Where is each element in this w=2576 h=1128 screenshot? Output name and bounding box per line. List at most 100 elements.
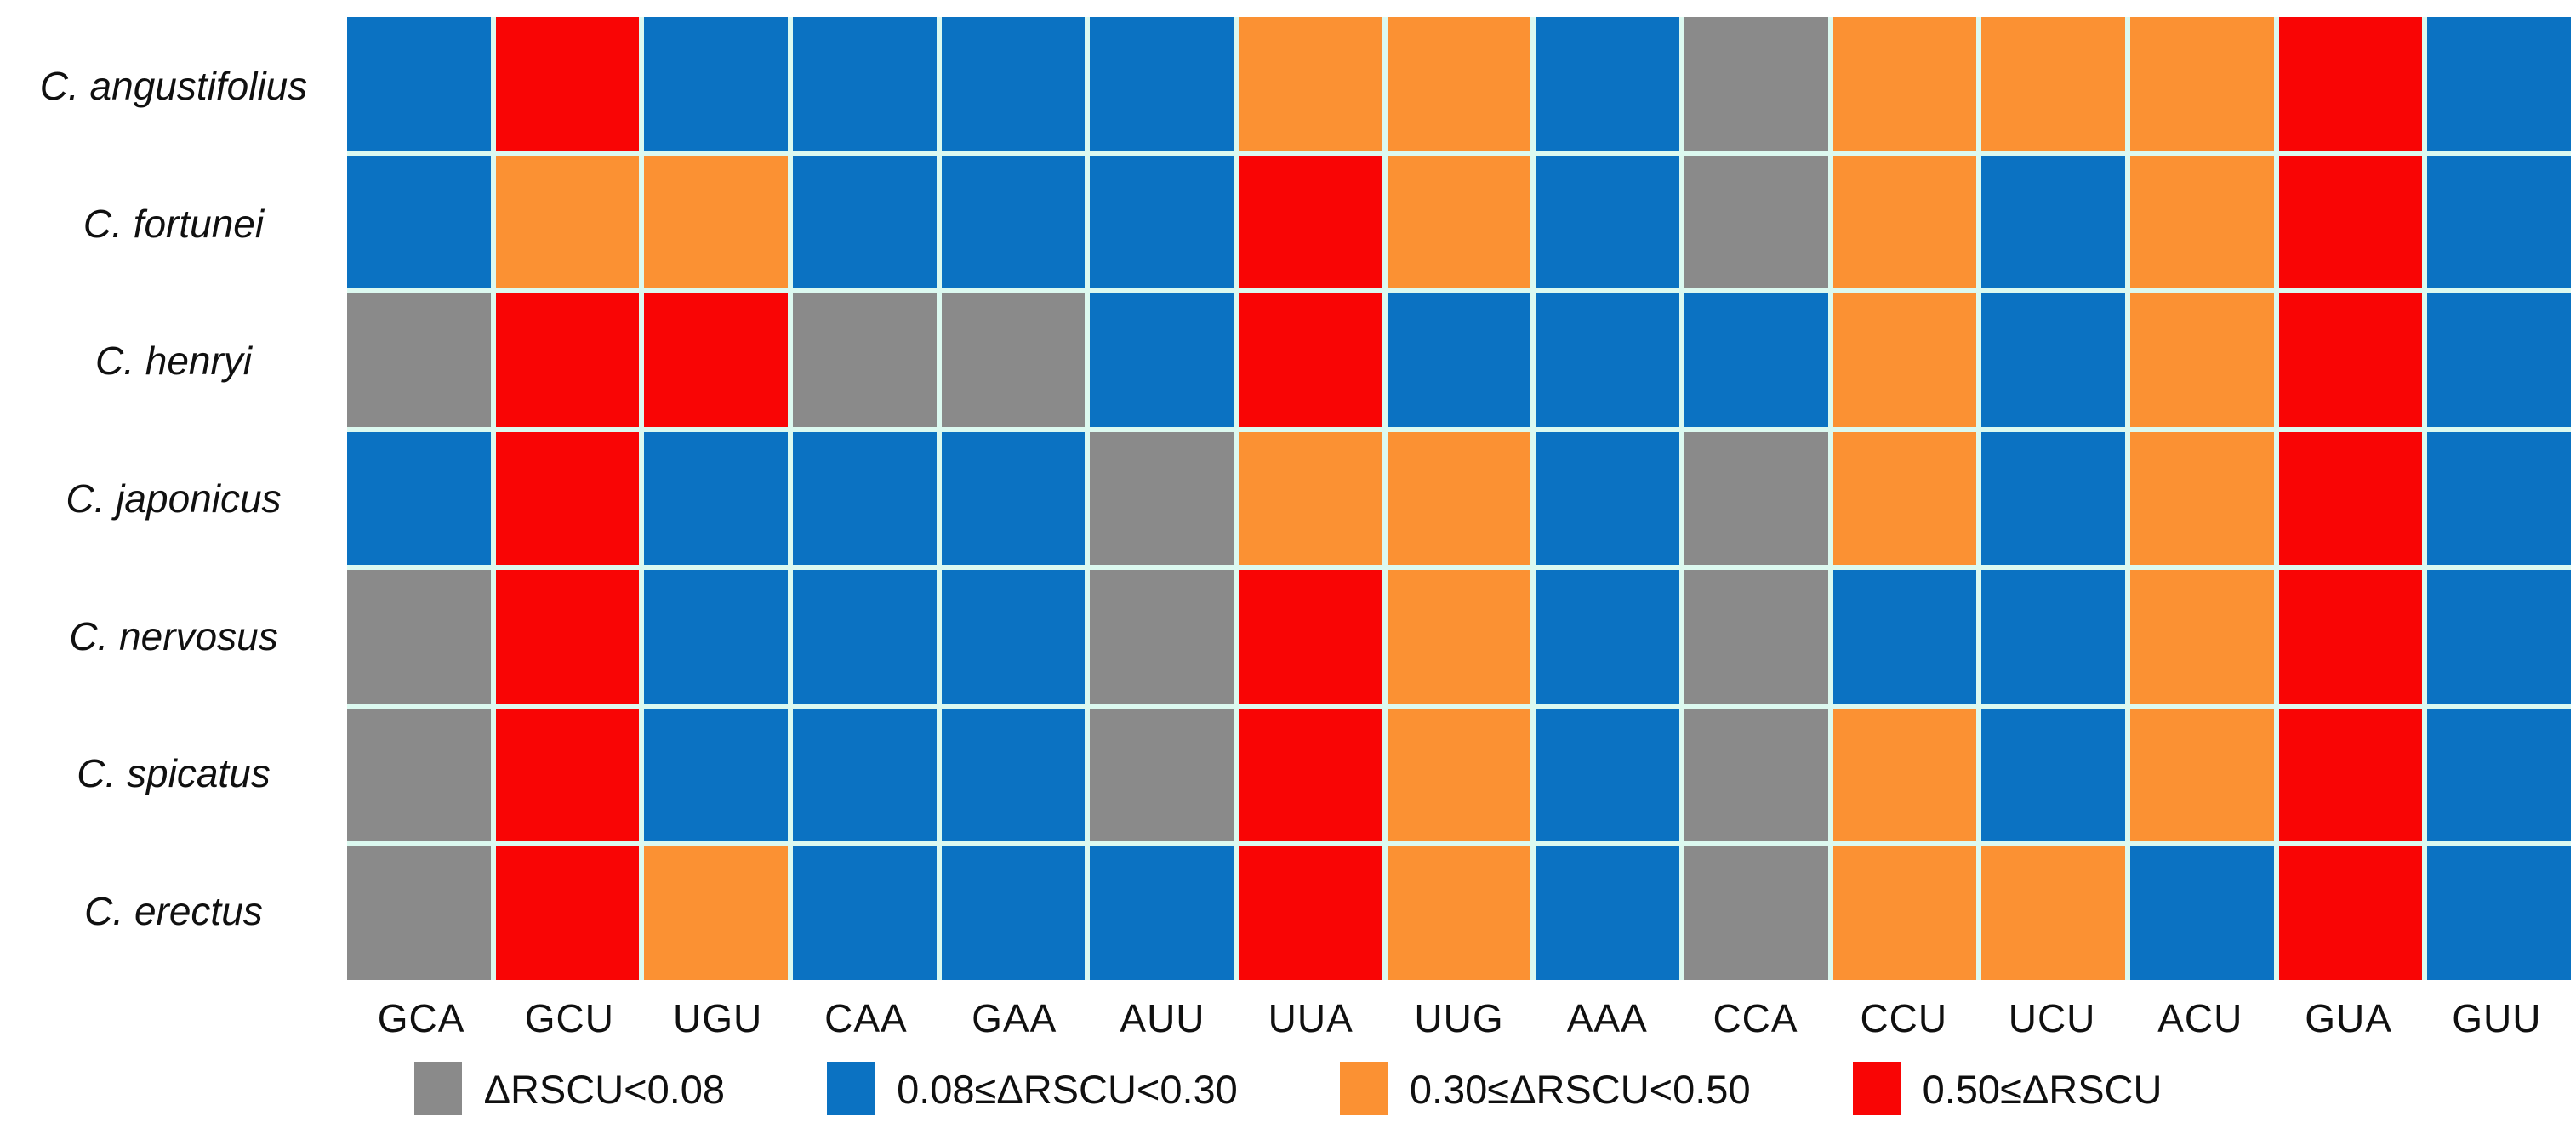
heatmap-cell [1536, 17, 1679, 151]
heatmap-cell [1239, 570, 1382, 704]
col-label: GAA [972, 996, 1057, 1040]
heatmap-cell [495, 708, 640, 842]
heatmap-cell [1239, 17, 1382, 151]
heatmap-cell [1387, 431, 1531, 566]
heatmap-cell [1981, 293, 2125, 427]
heatmap-cell [1684, 708, 1828, 842]
heatmap-cell [793, 570, 937, 704]
heatmap-cell [1981, 570, 2125, 704]
heatmap-cell [1684, 155, 1828, 289]
heatmap-cell [1090, 293, 1234, 427]
heatmap-cell [1832, 708, 1977, 842]
heatmap-cell [2130, 17, 2274, 151]
heatmap-cell [1239, 708, 1382, 842]
legend-label: 0.30≤ΔRSCU<0.50 [1409, 1066, 1751, 1112]
heatmap-cell [793, 293, 937, 427]
heatmap-cell [1387, 570, 1531, 704]
heatmap-cell [1090, 17, 1234, 151]
heatmap-cell [644, 155, 788, 289]
col-label: AAA [1566, 996, 1648, 1040]
heatmap-cell [941, 708, 1086, 842]
heatmap-cell [941, 17, 1086, 151]
heatmap-cell [347, 431, 491, 566]
legend-label: 0.50≤ΔRSCU [1922, 1066, 2163, 1112]
heatmap-cell [1387, 846, 1531, 980]
heatmap-cell [1684, 846, 1828, 980]
col-label: UCU [2008, 996, 2096, 1040]
heatmap-cell [347, 708, 491, 842]
heatmap-cell [1536, 293, 1679, 427]
heatmap-cell [2427, 155, 2571, 289]
heatmap-cell [1832, 846, 1977, 980]
heatmap-cell [347, 570, 491, 704]
col-label: GUU [2452, 996, 2542, 1040]
column-labels: GCA GCU UGU CAA GAA AUU UUA UUG AAA CCA CCU UCU ACU G… [347, 987, 2571, 1050]
heatmap-cell [2278, 708, 2423, 842]
heatmap-cell [793, 708, 937, 842]
heatmap-cell [644, 708, 788, 842]
legend: ΔRSCU<0.08 0.08≤ΔRSCU<0.30 0.30≤ΔRSCU<0.50… [0, 1055, 2576, 1123]
row-labels: C. angustifolius C. fortunei C. henryi C. j… [7, 17, 340, 980]
heatmap-cell [1832, 570, 1977, 704]
legend-item: 0.08≤ΔRSCU<0.30 [827, 1062, 1238, 1115]
heatmap-cell [1981, 846, 2125, 980]
heatmap-cell [495, 431, 640, 566]
col-label: GCA [377, 996, 465, 1040]
heatmap-cell [347, 155, 491, 289]
heatmap-cell [2427, 570, 2571, 704]
heatmap-cell [1981, 155, 2125, 289]
heatmap-cell [1536, 846, 1679, 980]
heatmap-cell [1239, 155, 1382, 289]
heatmap-cell [347, 293, 491, 427]
heatmap-cell [1536, 155, 1679, 289]
heatmap-cell [1090, 155, 1234, 289]
heatmap-cell [2130, 846, 2274, 980]
heatmap-cell [793, 431, 937, 566]
legend-item: 0.50≤ΔRSCU [1852, 1062, 2163, 1115]
heatmap-cell [2278, 570, 2423, 704]
heatmap-cell [1684, 17, 1828, 151]
heatmap-cell [941, 570, 1086, 704]
heatmap-cell [1536, 431, 1679, 566]
row-label: C. japonicus [66, 476, 282, 521]
heatmap-cell [1387, 155, 1531, 289]
heatmap-cell [1239, 846, 1382, 980]
heatmap-cell [495, 155, 640, 289]
heatmap-cell [1090, 846, 1234, 980]
heatmap-cell [1832, 17, 1977, 151]
legend-item: ΔRSCU<0.08 [413, 1062, 726, 1115]
legend-label: 0.08≤ΔRSCU<0.30 [897, 1066, 1238, 1112]
heatmap-cell [1090, 708, 1234, 842]
heatmap-cell [2427, 431, 2571, 566]
col-label: CCA [1713, 996, 1798, 1040]
heatmap-cell [2278, 431, 2423, 566]
heatmap-cell [1684, 570, 1828, 704]
legend-swatch [827, 1062, 875, 1115]
col-label: UUG [1414, 996, 1504, 1040]
heatmap-cell [2427, 846, 2571, 980]
heatmap-cell [644, 293, 788, 427]
heatmap-cell [1684, 431, 1828, 566]
legend-label: ΔRSCU<0.08 [483, 1066, 726, 1112]
heatmap-cell [1239, 431, 1382, 566]
col-label: UUA [1268, 996, 1354, 1040]
row-label: C. angustifolius [39, 63, 308, 108]
heatmap-cell [1090, 570, 1234, 704]
heatmap-cell [495, 846, 640, 980]
legend-item: 0.30≤ΔRSCU<0.50 [1339, 1062, 1751, 1115]
heatmap-cell [2130, 293, 2274, 427]
row-label: C. spicatus [77, 751, 271, 796]
heatmap-cell [1387, 293, 1531, 427]
heatmap-cell [1536, 570, 1679, 704]
heatmap-cell [2427, 17, 2571, 151]
heatmap-cell [941, 431, 1086, 566]
legend-swatch [1852, 1062, 1901, 1115]
heatmap-cell [1832, 431, 1977, 566]
heatmap-cell [1684, 293, 1828, 427]
heatmap-cell [941, 155, 1086, 289]
heatmap-cell [1090, 431, 1234, 566]
heatmap-cell [495, 293, 640, 427]
col-label: UGU [673, 996, 763, 1040]
heatmap-cell [1981, 17, 2125, 151]
